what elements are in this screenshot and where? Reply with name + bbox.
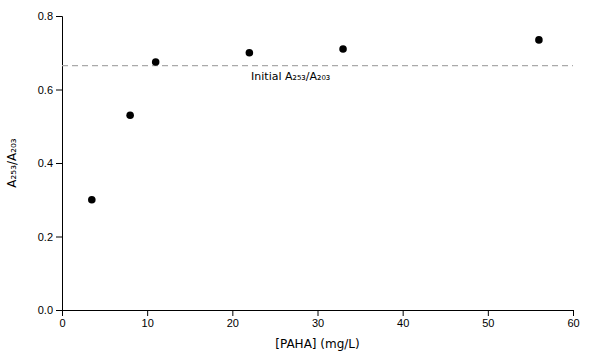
tick: 10 xyxy=(142,310,154,329)
tick-mark xyxy=(403,310,404,316)
tick: 0.6 xyxy=(38,84,62,96)
tick-mark xyxy=(147,310,148,316)
plot: 0 10 20 30 40 50 60 0.0 0.2 0.4 0.6 0.8 Initial A₂₅₃… xyxy=(38,10,580,329)
tick-mark xyxy=(488,310,489,316)
tick: 0 xyxy=(59,310,65,329)
tick-mark xyxy=(56,310,62,311)
tick-mark xyxy=(56,163,62,164)
tick-label: 0.2 xyxy=(38,231,53,243)
tick-mark xyxy=(56,90,62,91)
axis-line xyxy=(63,311,574,317)
tick: 60 xyxy=(567,310,579,329)
tick-label: 60 xyxy=(567,317,579,329)
reference-line xyxy=(62,65,573,66)
tick-mark xyxy=(318,310,319,316)
point xyxy=(126,111,134,119)
tick-label: 30 xyxy=(312,317,324,329)
tick-label: 20 xyxy=(227,317,239,329)
tick-label: 0.4 xyxy=(38,157,53,169)
tick-mark xyxy=(232,310,233,316)
tick-label: 10 xyxy=(142,317,154,329)
tick: 0.8 xyxy=(38,10,62,22)
tick: 30 xyxy=(312,310,324,329)
tick: 50 xyxy=(482,310,494,329)
reference-label: Initial A₂₅₃/A₂₀₃ xyxy=(251,70,330,83)
tick: 20 xyxy=(227,310,239,329)
tick: 40 xyxy=(397,310,409,329)
tick-label: 40 xyxy=(397,317,409,329)
tick-mark xyxy=(573,310,574,316)
tick-mark xyxy=(56,16,62,17)
tick-label: 0.8 xyxy=(38,10,53,22)
y-axis-title: A₂₅₃/A₂₀₃ xyxy=(5,138,19,188)
tick-label: 0.6 xyxy=(38,84,53,96)
tick-label: 50 xyxy=(482,317,494,329)
x-axis-title: [PAHA] (mg/L) xyxy=(275,337,360,351)
point xyxy=(246,49,254,57)
axis-line xyxy=(56,17,63,311)
point xyxy=(535,36,543,44)
marks xyxy=(62,36,573,203)
chart: 0 10 20 30 40 50 60 0.0 0.2 0.4 0.6 0.8 Initial A₂₅₃… xyxy=(0,0,595,356)
point xyxy=(339,45,347,53)
point xyxy=(152,58,160,66)
y-axis: 0.0 0.2 0.4 0.6 0.8 xyxy=(38,10,63,316)
point xyxy=(88,196,96,204)
tick: 0.2 xyxy=(38,231,62,243)
tick-label: 0.0 xyxy=(38,304,53,316)
tick: 0.0 xyxy=(38,304,62,316)
tick-label: 0 xyxy=(59,317,65,329)
x-axis: 0 10 20 30 40 50 60 xyxy=(59,310,579,329)
tick-mark xyxy=(56,237,62,238)
tick: 0.4 xyxy=(38,157,62,169)
